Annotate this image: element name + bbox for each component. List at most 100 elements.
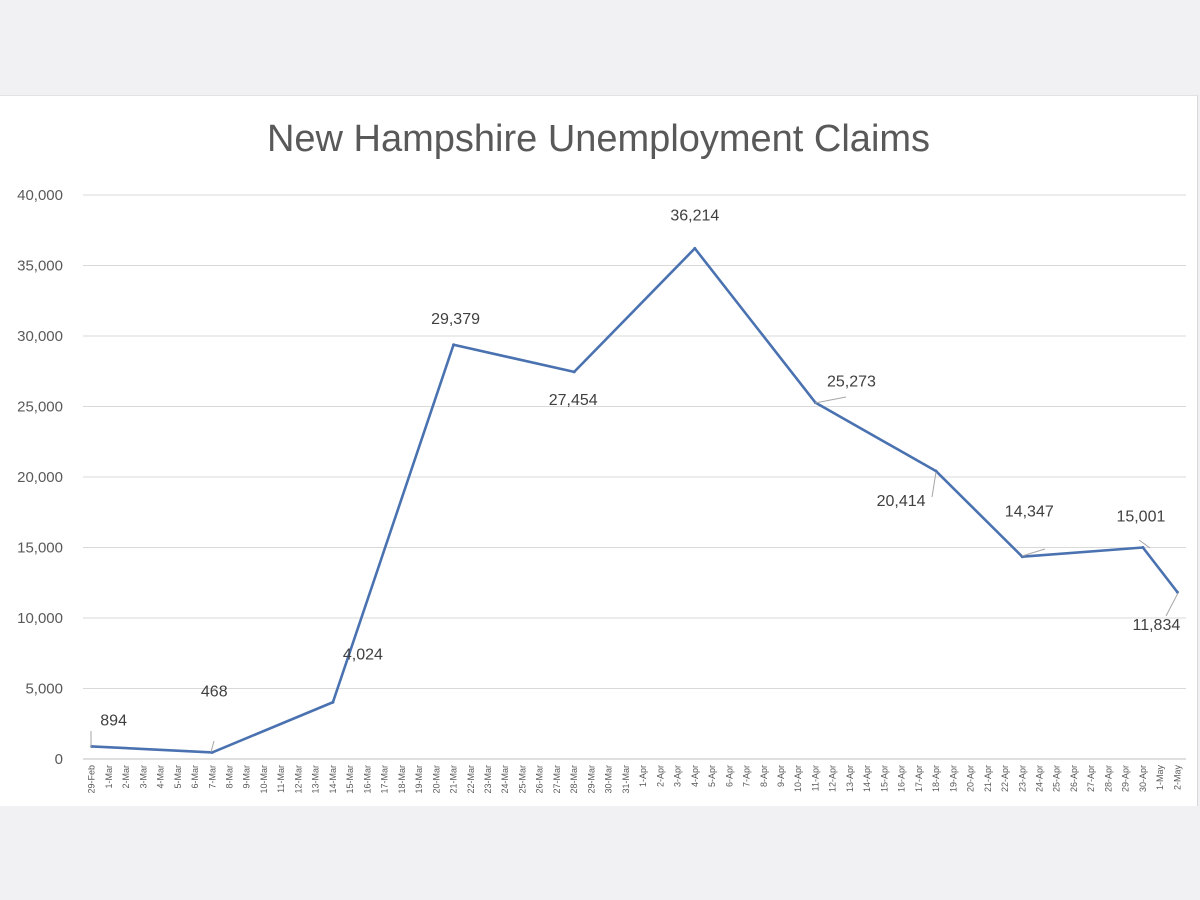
x-tick-label: 16-Apr [897,765,907,792]
x-tick-label: 29-Mar [586,765,596,794]
x-tick-label: 27-Mar [552,765,562,794]
x-tick-label: 1-Mar [104,765,114,789]
x-tick-label: 21-Mar [449,765,459,794]
x-tick-label: 9-Apr [776,765,786,787]
data-label: 29,379 [431,311,480,328]
x-tick-label: 2-Apr [655,765,665,787]
y-tick-label: 40,000 [17,187,63,204]
leader-line [1165,592,1179,617]
x-tick-label: 5-Mar [173,765,183,789]
chart-area [0,95,1198,806]
x-tick-label: 22-Apr [1000,765,1010,792]
data-point [452,343,456,347]
x-tick-label: 29-Apr [1121,765,1131,792]
data-label: 11,834 [1133,617,1181,634]
y-tick-label: 20,000 [17,469,63,486]
leader-line [1138,539,1151,549]
x-tick-label: 24-Apr [1035,765,1045,792]
x-tick-label: 12-Mar [293,765,303,794]
x-tick-label: 10-Mar [259,765,269,794]
data-label: 25,273 [827,374,876,391]
data-point [331,700,335,704]
x-tick-label: 2-May [1172,765,1182,791]
data-label: 20,414 [877,493,926,510]
x-tick-label: 17-Mar [380,765,390,794]
x-tick-label: 11-Apr [810,765,820,791]
x-tick-label: 6-Mar [190,765,200,789]
x-tick-label: 17-Apr [914,765,924,792]
x-tick-label: 30-Apr [1138,765,1148,792]
leader-line [210,740,215,753]
x-tick-label: 3-Apr [673,765,683,787]
x-tick-label: 25-Mar [517,765,527,794]
data-point [1141,545,1145,549]
leader-line [814,396,847,404]
data-label: 27,454 [549,392,598,409]
leader-line [931,471,937,498]
leader-line [1021,548,1046,557]
x-tick-label: 4-Mar [156,765,166,789]
y-tick-label: 30,000 [17,328,63,345]
data-label: 36,214 [670,207,719,224]
x-tick-label: 12-Apr [828,765,838,792]
x-tick-label: 7-Apr [742,765,752,787]
x-tick-label: 8-Mar [224,765,234,789]
y-tick-label: 0 [55,751,63,768]
x-tick-label: 27-Apr [1086,765,1096,792]
y-tick-label: 15,000 [17,540,63,557]
x-tick-label: 14-Apr [862,765,872,792]
x-tick-label: 18-Apr [931,765,941,792]
data-point [1175,590,1179,594]
x-tick-label: 19-Mar [414,765,424,794]
x-tick-label: 14-Mar [328,765,338,794]
x-tick-label: 24-Mar [500,765,510,794]
x-tick-label: 26-Apr [1069,765,1079,792]
x-tick-label: 26-Mar [535,765,545,794]
x-tick-label: 6-Apr [724,765,734,787]
x-tick-label: 23-Apr [1017,765,1027,792]
data-label: 468 [201,683,228,700]
x-tick-label: 19-Apr [948,765,958,792]
x-tick-label: 16-Mar [362,765,372,794]
data-label: 14,347 [1005,504,1054,521]
data-label: 15,001 [1116,508,1165,525]
x-tick-label: 28-Apr [1103,765,1113,792]
x-tick-label: 20-Mar [431,765,441,794]
data-label: 894 [100,712,127,729]
x-tick-label: 7-Mar [207,765,217,789]
x-tick-label: 13-Mar [311,765,321,794]
x-tick-label: 10-Apr [793,765,803,792]
x-tick-label: 11-Mar [276,765,286,793]
y-tick-label: 25,000 [17,399,63,416]
data-point [572,370,576,374]
x-tick-label: 21-Apr [983,765,993,792]
y-tick-label: 10,000 [17,610,63,627]
y-tick-label: 5,000 [25,681,63,698]
data-label: 4,024 [343,646,383,663]
x-tick-label: 29-Feb [87,765,97,794]
x-tick-label: 3-Mar [138,765,148,789]
x-tick-label: 8-Apr [759,765,769,787]
x-tick-label: 18-Mar [397,765,407,794]
x-tick-label: 2-Mar [121,765,131,789]
x-tick-label: 23-Mar [483,765,493,794]
y-tick-label: 35,000 [17,258,63,275]
data-point [934,469,938,473]
x-tick-label: 5-Apr [707,765,717,787]
x-tick-label: 9-Mar [242,765,252,789]
x-tick-label: 15-Apr [879,765,889,792]
x-tick-label: 13-Apr [845,765,855,792]
data-point [693,246,697,250]
x-tick-label: 15-Mar [345,765,355,794]
x-tick-label: 1-May [1155,765,1165,791]
x-tick-label: 20-Apr [966,765,976,792]
x-tick-label: 1-Apr [638,765,648,787]
x-tick-label: 4-Apr [690,765,700,787]
data-line [91,247,1179,754]
x-tick-label: 22-Mar [466,765,476,794]
x-tick-label: 28-Mar [569,765,579,794]
x-tick-label: 30-Mar [604,765,614,794]
chart-title: New Hampshire Unemployment Claims [266,118,931,160]
x-tick-label: 31-Mar [621,765,631,794]
